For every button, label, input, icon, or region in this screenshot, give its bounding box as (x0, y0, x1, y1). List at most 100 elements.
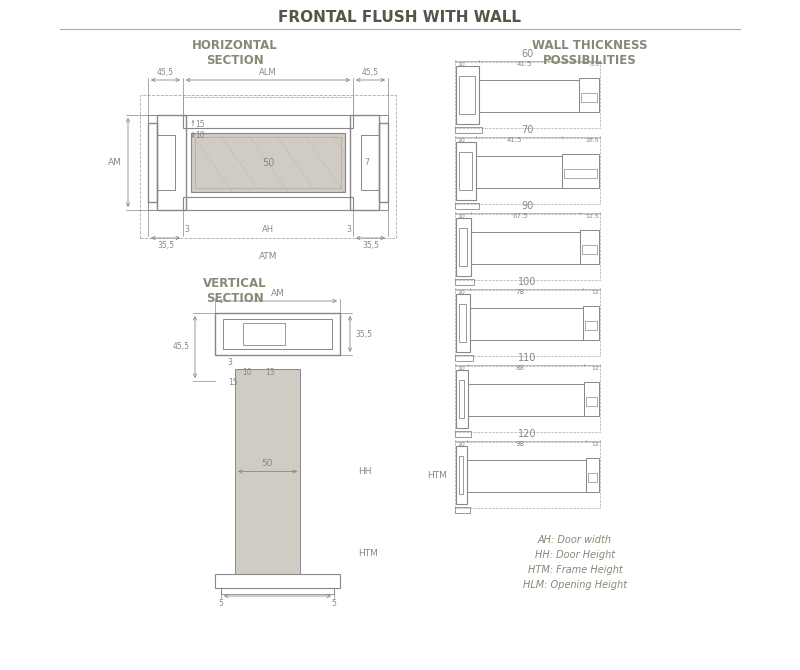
Text: 5: 5 (331, 599, 337, 608)
Bar (455, 214, 600, 280)
Bar (379, 202, 388, 210)
Text: 98: 98 (516, 442, 525, 448)
Text: 45,5: 45,5 (173, 342, 190, 352)
Text: 7: 7 (364, 158, 369, 167)
Text: AM: AM (108, 158, 122, 167)
Text: 13: 13 (265, 368, 274, 377)
Text: 10: 10 (457, 214, 465, 218)
Text: 35,5: 35,5 (362, 241, 379, 250)
Bar (221, 588, 334, 594)
Text: 45,5: 45,5 (157, 68, 174, 77)
Text: HLM: Opening Height: HLM: Opening Height (523, 580, 627, 590)
Bar (455, 290, 600, 356)
Bar (148, 115, 157, 123)
Text: 70: 70 (522, 125, 534, 135)
Text: ATM: ATM (258, 252, 278, 261)
Bar (379, 115, 388, 123)
Bar (350, 115, 379, 210)
Bar (562, 154, 599, 188)
Bar (183, 197, 353, 210)
Bar (183, 97, 353, 115)
Text: 100: 100 (518, 277, 537, 287)
Bar (582, 306, 599, 340)
Text: 12: 12 (591, 289, 599, 295)
Bar (467, 460, 586, 492)
Bar (586, 397, 597, 406)
Text: 67.5: 67.5 (512, 214, 528, 220)
Bar (215, 313, 340, 355)
Bar (243, 323, 285, 345)
Bar (191, 133, 345, 192)
Text: 12: 12 (591, 442, 599, 446)
Bar (476, 156, 562, 188)
Text: 10: 10 (457, 442, 465, 446)
Bar (455, 431, 471, 437)
Bar (479, 80, 579, 112)
Bar (587, 473, 597, 482)
Bar (455, 366, 600, 432)
Bar (455, 355, 473, 361)
Text: FRONTAL FLUSH WITH WALL: FRONTAL FLUSH WITH WALL (278, 11, 522, 25)
Text: 88: 88 (516, 366, 525, 371)
Text: 35,5: 35,5 (157, 241, 174, 250)
Bar (455, 62, 600, 128)
Bar (456, 294, 470, 352)
Bar (455, 203, 478, 209)
Text: 10: 10 (457, 366, 465, 371)
Text: AH: Door width: AH: Door width (538, 535, 612, 545)
Text: 35,5: 35,5 (355, 330, 372, 338)
Text: HH: Door Height: HH: Door Height (535, 550, 615, 560)
Bar (580, 230, 599, 264)
Bar (456, 370, 468, 428)
Text: 10: 10 (457, 62, 465, 66)
Text: HTM: HTM (427, 470, 447, 480)
Bar (468, 384, 584, 416)
Bar (455, 127, 482, 133)
Text: 10: 10 (457, 289, 465, 295)
Text: HTM: HTM (358, 549, 378, 557)
Bar (470, 308, 582, 340)
Bar (564, 169, 597, 178)
Bar (148, 202, 157, 210)
Bar (471, 232, 580, 264)
Bar (157, 135, 175, 190)
Bar (582, 93, 597, 102)
Bar (459, 456, 463, 494)
Bar (191, 133, 345, 192)
Text: HORIZONTAL
SECTION: HORIZONTAL SECTION (192, 39, 278, 67)
Text: 90: 90 (522, 201, 534, 211)
Text: 41.5: 41.5 (517, 62, 532, 68)
Text: 15: 15 (195, 120, 205, 129)
Text: 3: 3 (346, 225, 351, 234)
Text: 15: 15 (228, 378, 238, 387)
Bar (584, 382, 599, 416)
Text: 50: 50 (262, 460, 274, 468)
Text: HH: HH (358, 467, 371, 476)
Text: 12.5: 12.5 (586, 214, 599, 218)
Bar (235, 369, 300, 574)
Text: 110: 110 (518, 353, 537, 363)
Bar (586, 458, 599, 492)
Bar (579, 78, 599, 112)
Bar (582, 245, 597, 254)
Bar (459, 152, 472, 190)
Text: 3: 3 (227, 358, 233, 367)
Text: 78: 78 (516, 289, 525, 295)
Text: 18.5: 18.5 (586, 137, 599, 143)
Bar (195, 137, 341, 188)
Text: 10: 10 (242, 368, 252, 377)
Bar (456, 66, 479, 124)
Text: 3: 3 (185, 225, 190, 234)
Bar (361, 135, 379, 190)
Bar (585, 321, 597, 330)
Text: AM: AM (270, 289, 285, 298)
Bar (223, 319, 332, 349)
Text: AH: AH (262, 225, 274, 234)
Bar (183, 115, 353, 128)
Text: 5: 5 (218, 599, 223, 608)
Bar (157, 115, 186, 210)
Bar (455, 442, 600, 508)
Text: HTM: Frame Height: HTM: Frame Height (528, 565, 622, 575)
Text: 10: 10 (195, 131, 205, 140)
Bar (215, 574, 340, 588)
